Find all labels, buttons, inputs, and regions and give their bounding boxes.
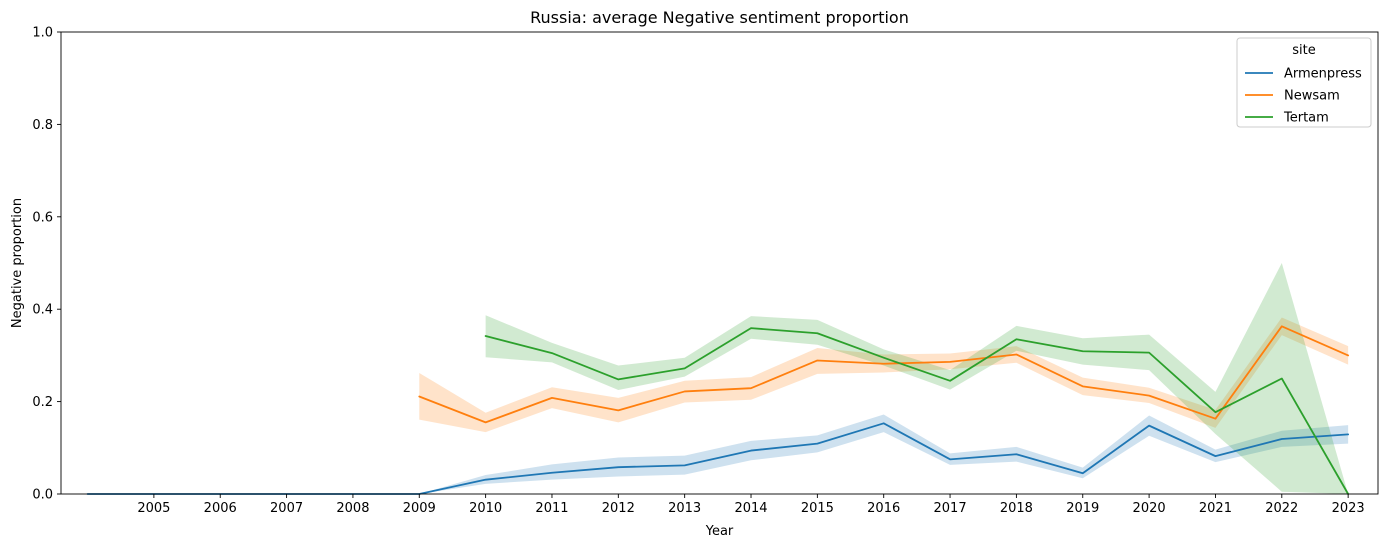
y-axis-ticks: 0.0 0.2 0.4 0.6 0.8 1.0 <box>32 26 61 503</box>
x-tick-label: 2011 <box>535 501 568 516</box>
x-tick-label: 2023 <box>1332 501 1365 516</box>
legend-label-tertam: Tertam <box>1283 111 1329 126</box>
x-tick-label: 2008 <box>336 501 369 516</box>
legend-label-newsam: Newsam <box>1284 89 1340 104</box>
x-tick-label: 2022 <box>1265 501 1298 516</box>
legend-title: site <box>1292 43 1315 58</box>
tertam-line <box>484 327 1350 495</box>
x-tick-label: 2018 <box>1000 501 1033 516</box>
x-axis-title: Year <box>705 524 734 539</box>
x-tick-label: 2012 <box>602 501 635 516</box>
y-tick-label: 0.2 <box>32 395 53 410</box>
x-tick-label: 2005 <box>137 501 170 516</box>
legend: site Armenpress Newsam Tertam <box>1236 37 1372 128</box>
y-tick-label: 0.6 <box>32 210 53 225</box>
x-tick-label: 2017 <box>934 501 967 516</box>
x-tick-label: 2007 <box>270 501 303 516</box>
y-tick-label: 0.4 <box>32 303 53 318</box>
chart-title: Russia: average Negative sentiment propo… <box>530 8 909 27</box>
x-tick-label: 2021 <box>1199 501 1232 516</box>
x-tick-label: 2020 <box>1133 501 1166 516</box>
x-tick-label: 2013 <box>668 501 701 516</box>
y-tick-label: 1.0 <box>32 26 53 41</box>
confidence-bands <box>87 263 1349 494</box>
newsam-line <box>418 325 1350 424</box>
y-tick-label: 0.8 <box>32 118 53 133</box>
x-tick-label: 2019 <box>1066 501 1099 516</box>
x-tick-label: 2014 <box>734 501 767 516</box>
plot-frame <box>60 31 1379 495</box>
y-tick-label: 0.0 <box>32 488 53 503</box>
x-tick-label: 2009 <box>403 501 436 516</box>
x-tick-label: 2006 <box>204 501 237 516</box>
armenpress-confidence-band <box>87 414 1349 494</box>
x-tick-label: 2010 <box>469 501 502 516</box>
newsam-confidence-band <box>419 317 1349 433</box>
legend-label-armenpress: Armenpress <box>1284 67 1362 82</box>
y-axis-title: Negative proportion <box>10 198 25 328</box>
x-tick-label: 2015 <box>801 501 834 516</box>
legend-box <box>1236 37 1372 128</box>
x-tick-label: 2016 <box>867 501 900 516</box>
x-axis-ticks: 2005 2006 2007 2008 2009 2010 2011 2012 2013 2014… <box>137 494 1365 516</box>
tertam-confidence-band <box>485 263 1349 494</box>
